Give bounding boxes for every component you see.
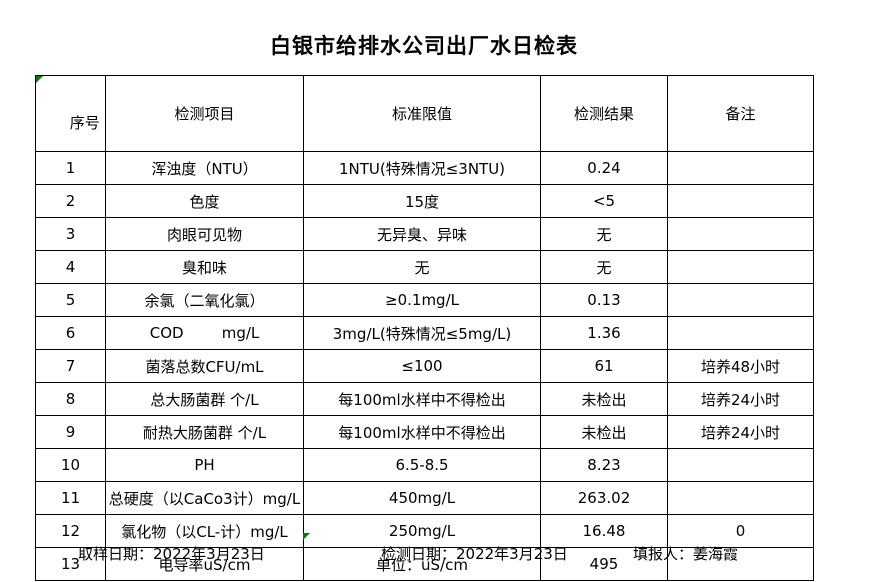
cell-seq: 9 — [35, 415, 106, 449]
cell-limit: 1NTU(特殊情况≤3NTU) — [303, 151, 541, 185]
cell-seq: 13 — [35, 547, 106, 581]
cell-limit: 单位：uS/cm — [303, 547, 541, 581]
header-note-label: 备注 — [725, 105, 756, 123]
cell-limit: 450mg/L — [303, 481, 541, 515]
cell-seq: 2 — [35, 184, 106, 218]
header-limit-label: 标准限值 — [391, 105, 452, 123]
cell-item: 耐热大肠菌群 个/L — [105, 415, 304, 449]
header-result: 检测结果 — [540, 75, 668, 152]
cell-limit: 无 — [303, 250, 541, 284]
table-row: 8 总大肠菌群 个/L 每100ml水样中不得检出 未检出 培养24小时 — [35, 382, 814, 416]
cell-note: 培养48小时 — [667, 349, 814, 383]
cell-result: 未检出 — [540, 415, 668, 449]
cell-item: 余氯（二氧化氯） — [105, 283, 304, 317]
cell-item: 氯化物（以CL-计）mg/L — [105, 514, 304, 548]
header-row: 序号 检测项目 标准限值 检测结果 备注 — [35, 75, 814, 152]
table-row: 1 浑浊度（NTU） 1NTU(特殊情况≤3NTU) 0.24 — [35, 151, 814, 185]
cell-seq: 10 — [35, 448, 106, 482]
cell-result: 263.02 — [540, 481, 668, 515]
header-result-label: 检测结果 — [573, 105, 634, 123]
table-row: 10 PH 6.5-8.5 8.23 — [35, 448, 814, 482]
cell-limit: 15度 — [303, 184, 541, 218]
table-row: 2 色度 15度 <5 — [35, 184, 814, 218]
cell-note — [667, 151, 814, 185]
reporter-label: 填报人：姜海霞 — [633, 545, 739, 563]
cell-limit: 每100ml水样中不得检出 — [303, 382, 541, 416]
page-title: 白银市给排水公司出厂水日检表 — [270, 34, 578, 58]
cell-seq: 5 — [35, 283, 106, 317]
cell-result: 495 — [540, 547, 668, 581]
header-limit: 标准限值 — [303, 75, 541, 152]
excel-corner-flag-icon — [303, 533, 310, 540]
cell-result: <5 — [540, 184, 668, 218]
cell-limit: 3mg/L(特殊情况≤5mg/L) — [303, 316, 541, 350]
table-row: 4 臭和味 无 无 — [35, 250, 814, 284]
table-row: 11 总硬度（以CaCo3计）mg/L 450mg/L 263.02 — [35, 481, 814, 515]
table-row: 9 耐热大肠菌群 个/L 每100ml水样中不得检出 未检出 培养24小时 — [35, 415, 814, 449]
cell-result: 8.23 — [540, 448, 668, 482]
cell-seq: 6 — [35, 316, 106, 350]
cell-seq: 7 — [35, 349, 106, 383]
cell-result: 0.24 — [540, 151, 668, 185]
cell-note — [667, 217, 814, 251]
cell-item: 色度 — [105, 184, 304, 218]
cell-limit: 每100ml水样中不得检出 — [303, 415, 541, 449]
cell-note — [667, 481, 814, 515]
cell-item: COD mg/L — [105, 316, 304, 350]
cell-note: 培养24小时 — [667, 382, 814, 416]
cell-item: PH — [105, 448, 304, 482]
cell-seq: 3 — [35, 217, 106, 251]
cell-note — [667, 316, 814, 350]
cell-item: 菌落总数CFU/mL — [105, 349, 304, 383]
header-item-label: 检测项目 — [174, 105, 235, 123]
footer: 取样日期：2022年3月23日 检测日期：2022年3月23日 填报人：姜海霞 — [0, 543, 869, 565]
table-row: 3 肉眼可见物 无异臭、异味 无 — [35, 217, 814, 251]
table-row: 12 氯化物（以CL-计）mg/L 250mg/L 16.48 0 — [35, 514, 814, 548]
cell-result: 无 — [540, 250, 668, 284]
cell-note — [667, 250, 814, 284]
cell-seq: 4 — [35, 250, 106, 284]
table-row: 6 COD mg/L 3mg/L(特殊情况≤5mg/L) 1.36 — [35, 316, 814, 350]
cell-limit: 6.5-8.5 — [303, 448, 541, 482]
cell-item: 电导率uS/cm — [105, 547, 304, 581]
excel-corner-flag-icon — [36, 76, 43, 83]
cell-result: 61 — [540, 349, 668, 383]
cell-result: 未检出 — [540, 382, 668, 416]
cell-result: 0.13 — [540, 283, 668, 317]
cell-note — [667, 283, 814, 317]
test-date-label: 检测日期：2022年3月23日 — [381, 545, 568, 563]
cell-limit: ≤100 — [303, 349, 541, 383]
cell-limit: 无异臭、异味 — [303, 217, 541, 251]
cell-result: 16.48 — [540, 514, 668, 548]
cell-note — [667, 184, 814, 218]
cell-note: 培养24小时 — [667, 415, 814, 449]
cell-result: 无 — [540, 217, 668, 251]
table-row: 5 余氯（二氧化氯） ≥0.1mg/L 0.13 — [35, 283, 814, 317]
daily-inspection-table: 序号 检测项目 标准限值 检测结果 备注 1 浑浊度（NTU） 1NTU(特殊情… — [35, 75, 814, 581]
cell-seq: 1 — [35, 151, 106, 185]
cell-item: 总硬度（以CaCo3计）mg/L — [105, 481, 304, 515]
cell-note — [667, 547, 814, 581]
cell-seq: 11 — [35, 481, 106, 515]
header-item: 检测项目 — [105, 75, 304, 152]
cell-item: 总大肠菌群 个/L — [105, 382, 304, 416]
cell-limit: ≥0.1mg/L — [303, 283, 541, 317]
sampling-date-label: 取样日期：2022年3月23日 — [78, 545, 265, 563]
table-row: 7 菌落总数CFU/mL ≤100 61 培养48小时 — [35, 349, 814, 383]
cell-item: 臭和味 — [105, 250, 304, 284]
cell-seq: 8 — [35, 382, 106, 416]
header-seq: 序号 — [35, 75, 106, 152]
header-note: 备注 — [667, 75, 814, 152]
cell-result: 1.36 — [540, 316, 668, 350]
cell-item: 肉眼可见物 — [105, 217, 304, 251]
header-seq-label: 序号 — [69, 114, 100, 132]
cell-item: 浑浊度（NTU） — [105, 151, 304, 185]
cell-seq: 12 — [35, 514, 106, 548]
table-row: 13 电导率uS/cm 单位：uS/cm 495 — [35, 547, 814, 581]
cell-note — [667, 448, 814, 482]
